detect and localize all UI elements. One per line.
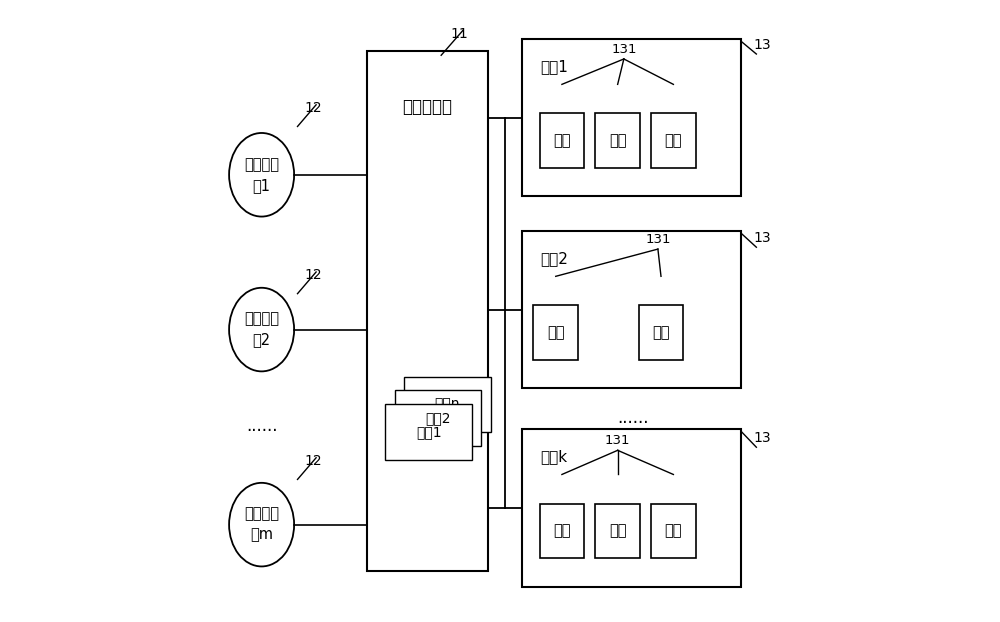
- Text: 容器: 容器: [609, 523, 626, 538]
- Bar: [651, 504, 696, 558]
- Bar: [385, 404, 472, 460]
- Bar: [404, 377, 491, 432]
- Text: 容器: 容器: [609, 133, 626, 148]
- Text: 容器: 容器: [553, 523, 571, 538]
- Text: 队列n: 队列n: [435, 397, 460, 412]
- Text: 13: 13: [754, 431, 771, 445]
- Bar: [533, 305, 578, 360]
- Text: 容器: 容器: [665, 133, 682, 148]
- Text: 容器: 容器: [547, 325, 564, 340]
- Text: 12: 12: [304, 101, 322, 115]
- Text: 131: 131: [605, 434, 630, 447]
- Text: 主机1: 主机1: [540, 59, 568, 74]
- Bar: [595, 113, 640, 168]
- Text: 11: 11: [451, 27, 469, 40]
- Bar: [639, 305, 683, 360]
- Bar: [540, 504, 584, 558]
- Text: 容器: 容器: [553, 133, 571, 148]
- Text: 容器: 容器: [652, 325, 670, 340]
- Text: 主机k: 主机k: [540, 449, 567, 464]
- Text: 服务请求
源m: 服务请求 源m: [244, 507, 279, 542]
- Text: 队列2: 队列2: [425, 411, 451, 425]
- Text: ......: ......: [617, 409, 649, 427]
- Text: 容器: 容器: [665, 523, 682, 538]
- Bar: [367, 51, 488, 571]
- Bar: [595, 504, 640, 558]
- Bar: [395, 390, 481, 446]
- Text: 服务请求
源2: 服务请求 源2: [244, 312, 279, 348]
- Bar: [522, 429, 741, 587]
- Text: 负载均衡器: 负载均衡器: [403, 98, 453, 116]
- Text: 12: 12: [304, 454, 322, 468]
- Text: 13: 13: [754, 38, 771, 52]
- Text: 主机2: 主机2: [540, 251, 568, 266]
- Text: 131: 131: [645, 233, 671, 246]
- Bar: [651, 113, 696, 168]
- Text: 12: 12: [304, 268, 322, 282]
- Bar: [540, 113, 584, 168]
- Text: 队列1: 队列1: [416, 425, 442, 439]
- Text: 13: 13: [754, 231, 771, 245]
- Text: ......: ......: [246, 417, 277, 435]
- Bar: [522, 39, 741, 197]
- Text: 131: 131: [611, 43, 637, 56]
- Bar: [522, 231, 741, 388]
- Text: 服务请求
源1: 服务请求 源1: [244, 157, 279, 193]
